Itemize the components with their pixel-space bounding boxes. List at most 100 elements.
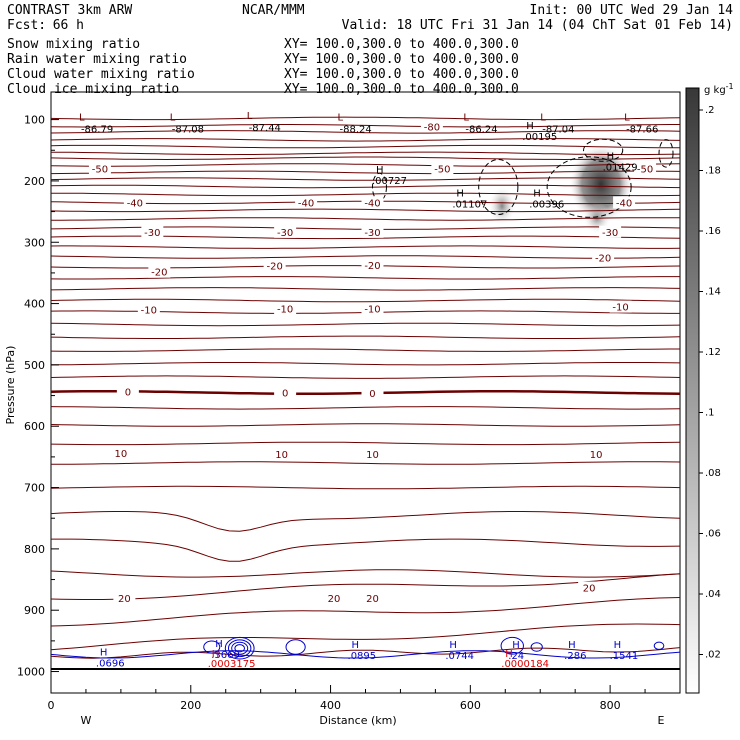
snow-high-marker: H [376, 165, 384, 176]
rain-high-value: .0000184 [501, 659, 549, 670]
temperature-contour-label: 0 [369, 389, 375, 400]
temperature-contour-line [50, 156, 681, 161]
contour-label-bg [599, 225, 622, 238]
colorbar-tick-label: .14 [705, 287, 721, 298]
low-value: -87.08 [172, 124, 204, 135]
y-tick-label: 700 [24, 482, 45, 495]
temperature-contour-label: -20 [151, 268, 167, 279]
contour-label-bg [116, 385, 139, 398]
contour-label-bg [361, 196, 384, 209]
contour-label-bg [137, 303, 160, 316]
colorbar [685, 87, 700, 694]
y-tick-label: 800 [24, 543, 45, 556]
contour-label-bg [361, 447, 384, 460]
contour-label-bg [113, 591, 136, 604]
chart-title: CONTRAST 3km ARW [7, 3, 132, 18]
temperature-contour-line [50, 423, 681, 427]
temperature-contour-line [50, 406, 681, 410]
snow-high-marker: H [456, 188, 464, 199]
low-marker: L [463, 112, 469, 123]
temperature-contour-line [50, 245, 681, 249]
cloud-water-base-contour [50, 650, 681, 659]
cloud-water-contour [653, 641, 665, 650]
temperature-contour-line [50, 287, 681, 291]
temperature-contour-line [50, 569, 681, 578]
legend-field-xy: XY= 100.0,300.0 to 400.0,300.0 [284, 67, 519, 82]
snow-high-marker: H [526, 121, 534, 132]
temperature-contour-line [50, 208, 681, 213]
temperature-contour-line [50, 170, 681, 175]
temperature-contour-label: -30 [364, 228, 380, 239]
forecast-hour: 66 h [53, 18, 84, 33]
y-tick-label: 500 [24, 359, 45, 372]
snow-west-shade [488, 186, 516, 226]
temperature-contour-line [51, 192, 681, 197]
snow-high-value: .00727 [372, 176, 407, 187]
temperature-contour-line [50, 276, 680, 280]
temperature-contour-label: 20 [366, 594, 379, 605]
contour-label-bg [431, 162, 454, 175]
colorbar-tick-label: .16 [705, 226, 721, 237]
temperature-contour-line [50, 163, 681, 167]
temperature-contour-line [50, 597, 681, 627]
contour-label-bg [274, 302, 297, 315]
contour-label-bg [592, 251, 615, 264]
temperature-contour-line [50, 348, 680, 352]
cloud-water-high-value: .286 [564, 651, 586, 662]
contour-label-bg [274, 225, 297, 238]
temperature-contour-line [50, 375, 681, 379]
contour-label-bg [88, 162, 111, 175]
y-tick-label: 1000 [17, 666, 45, 679]
colorbar-tick-label: .06 [705, 529, 721, 540]
legend-field-name: Rain water mixing ratio [7, 52, 187, 67]
colorbar-tick-label: .12 [705, 347, 721, 358]
temperature-contour-label: -80 [424, 122, 440, 133]
temperature-contour-line [51, 538, 681, 562]
contour-label-bg [148, 265, 171, 278]
axes: 0 200 400 600 800100200300400500600700800900… [17, 114, 646, 712]
cloud-water-high-value: .0895 [348, 651, 377, 662]
y-tick-label: 100 [24, 114, 45, 127]
temperature-contour-label: -50 [637, 165, 653, 176]
colorbar-unit: g kg-1 [704, 82, 734, 96]
temperature-contour-label: -30 [602, 228, 618, 239]
temperature-contour-line [50, 116, 681, 121]
temperature-contour-line [51, 362, 681, 366]
snow-contours [371, 138, 674, 218]
forecast-label: Fcst: [7, 18, 46, 33]
temperature-contour-label: 10 [115, 449, 128, 460]
temperature-contour-label: 0 [125, 387, 131, 398]
contour-label-bg [361, 302, 384, 315]
temperature-contour-line [50, 623, 681, 651]
snow-high-marker: H [607, 151, 615, 162]
colorbar-tick-label: .02 [705, 650, 721, 661]
cloud-water-high-value: .24 [508, 651, 524, 662]
valid-time: Valid: 18 UTC Fri 31 Jan 14 (04 ChT Sat … [342, 18, 733, 33]
y-tick-label: 900 [24, 604, 45, 617]
contour-label-bg [109, 447, 132, 460]
x-axis-label: Distance (km) [319, 714, 396, 727]
rain-high-marker: H [212, 649, 220, 660]
temperature-contour-label: -10 [277, 304, 293, 315]
temperature-contour-label: -50 [434, 165, 450, 176]
y-tick-label: 200 [24, 175, 45, 188]
temperature-contour-line [50, 573, 681, 600]
contour-label-bg [578, 581, 601, 594]
cloud-water-contour [234, 644, 245, 653]
temperature-contour-label: 0 [282, 389, 288, 400]
temperature-contour-line [50, 485, 681, 490]
low-marker: L [247, 111, 253, 122]
cloud-water-high-marker: H [215, 639, 223, 650]
temperature-contour-label: -10 [141, 306, 157, 317]
init-time: Init: 00 UTC Wed 29 Jan 14 [530, 3, 734, 18]
temperature-contour-line [50, 124, 680, 128]
contour-label-bg [420, 120, 443, 133]
cloud-water-contour [203, 640, 221, 654]
temperature-contour-label: 10 [275, 450, 288, 461]
temperature-contour-line [50, 511, 681, 532]
rain-high-value: .0003175 [208, 659, 256, 670]
temperature-contours [50, 116, 681, 659]
cloud-water-high-value: .0744 [445, 651, 474, 662]
contour-labels: -50 -50 -50 -40 -40 -40 -40 -30 -30 -30 -30 -20 -20 -… [79, 111, 658, 670]
